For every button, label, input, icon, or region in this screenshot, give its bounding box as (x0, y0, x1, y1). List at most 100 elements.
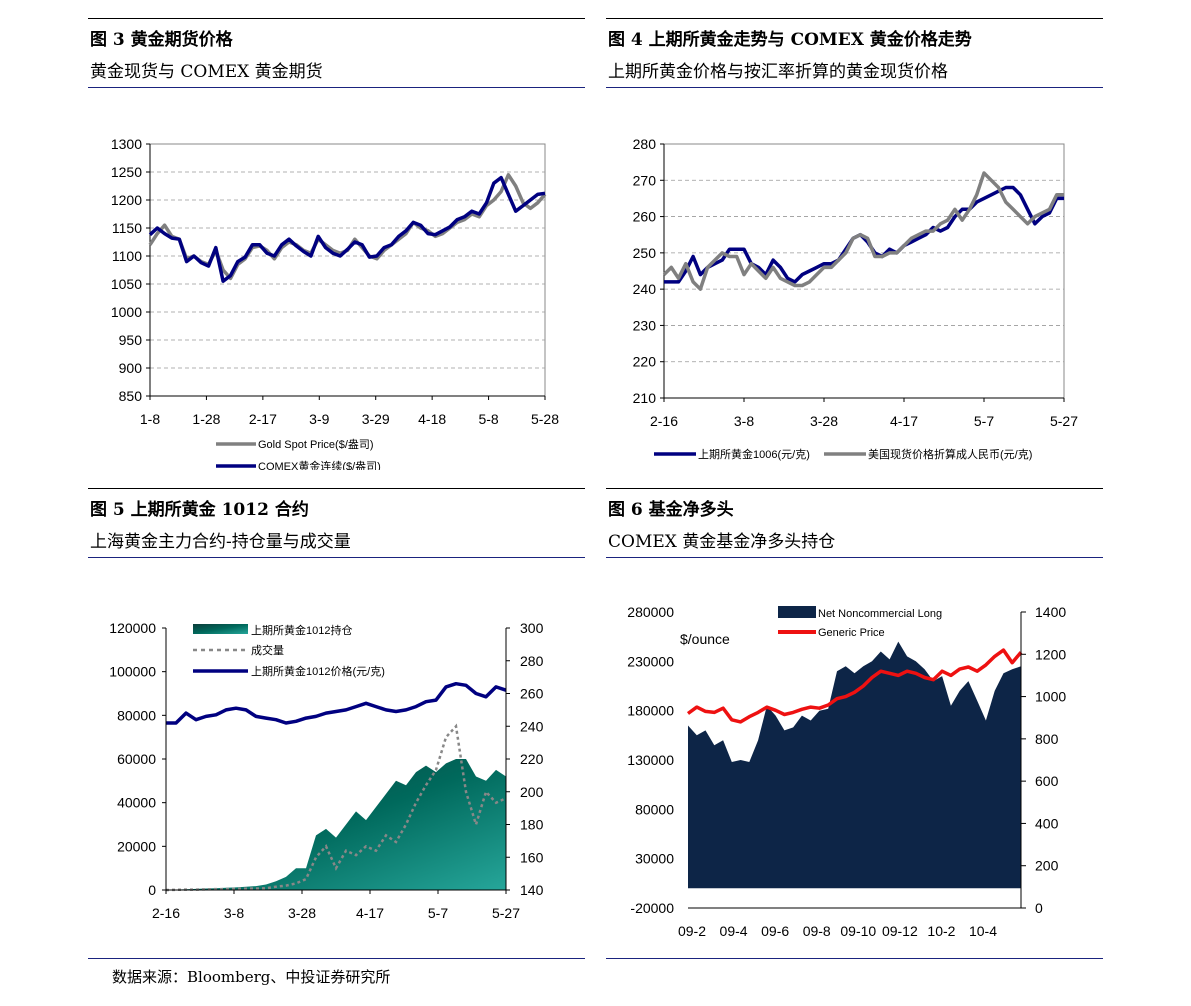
y-tick-label: 1100 (112, 248, 142, 264)
y-tick-label-left: -20000 (630, 900, 674, 916)
footer-divider-right (606, 958, 1103, 959)
x-tick-label: 3-8 (224, 905, 244, 921)
y-tick-label-left: 0 (148, 882, 156, 898)
y-tick-label: 250 (633, 245, 657, 261)
x-tick-label: 09-10 (840, 923, 876, 939)
figure-header: 图 5 上期所黄金 1012 合约 上海黄金主力合约-持仓量与成交量 (88, 488, 585, 558)
y-tick-label: 1150 (112, 220, 142, 236)
x-tick-label: 5-27 (1050, 413, 1078, 429)
price-line (166, 681, 507, 725)
y-tick-label: 220 (633, 354, 657, 370)
x-tick-label: 2-16 (152, 905, 180, 921)
y-tick-label: 270 (633, 172, 657, 188)
y-tick-label-right: 600 (1035, 773, 1059, 789)
x-tick-label: 09-2 (678, 923, 706, 939)
figure-5: 图 5 上期所黄金 1012 合约 上海黄金主力合约-持仓量与成交量 12000… (88, 488, 585, 954)
y-tick-label: 1050 (111, 276, 142, 292)
y-tick-label-right: 300 (520, 620, 544, 636)
figure-subtitle: COMEX 黄金基金净多头持仓 (608, 532, 836, 552)
x-tick-label: 10-2 (927, 923, 955, 939)
legend-swatch (778, 606, 816, 618)
x-tick-label: 09-6 (761, 923, 789, 939)
y-tick-label-left: 40000 (117, 795, 156, 811)
net-long-area (688, 641, 1021, 889)
figure-title: 图 5 上期所黄金 1012 合约 (90, 500, 309, 520)
chart-shfe-1012: 120000 100000 80000 60000 40000 20000 0 300 280 2… (109, 620, 544, 921)
x-tick-label: 4-17 (356, 905, 384, 921)
legend-label: 上期所黄金1012价格(元/克) (251, 664, 385, 678)
figure-header: 图 4 上期所黄金走势与 COMEX 黄金价格走势 上期所黄金价格与按汇率折算的… (606, 18, 1103, 88)
x-tick-label: 10-4 (969, 923, 997, 939)
legend-label: COMEX黄金连续($/盎司) (258, 459, 381, 470)
x-tick-label: 3-29 (362, 411, 390, 427)
open-interest-area (166, 759, 506, 890)
x-tick-label: 5-8 (478, 411, 498, 427)
y-tick-label-right: 220 (520, 751, 544, 767)
y-tick-label-right: 1200 (1035, 646, 1066, 662)
y-tick-label: 1000 (111, 304, 142, 320)
y-tick-label-left: 100000 (109, 664, 156, 680)
x-tick-label: 09-12 (882, 923, 918, 939)
y-tick-label-right: 180 (520, 817, 544, 833)
y-tick-label: 260 (633, 209, 657, 225)
y-tick-label-left: 180000 (627, 703, 674, 719)
chart-fund-net-long: 280000 230000 180000 130000 80000 30000 -20000… (627, 604, 1066, 939)
footer-divider-left (88, 958, 585, 959)
y-tick-label-left: 130000 (627, 752, 674, 768)
legend-label: Generic Price (818, 627, 885, 639)
y-tick-label-right: 1400 (1035, 604, 1066, 620)
y-tick-label-left: 30000 (635, 851, 674, 867)
y-tick-label-right: 200 (520, 784, 544, 800)
y-tick-label: 1300 (111, 136, 142, 152)
y-tick-label: 900 (119, 360, 143, 376)
x-tick-label: 1-8 (140, 411, 160, 427)
generic-price-line (686, 648, 1023, 724)
plot-area (149, 143, 546, 397)
y-tick-label: 1200 (111, 192, 142, 208)
x-tick-label: 5-7 (974, 413, 994, 429)
x-tick-label: 5-28 (531, 411, 559, 427)
x-tick-label: 3-28 (810, 413, 838, 429)
y-tick-label-left: 80000 (635, 801, 674, 817)
axis-unit-annotation: $/ounce (680, 631, 730, 647)
x-tick-label: 2-16 (650, 413, 678, 429)
y-tick-label-right: 280 (520, 653, 544, 669)
legend-swatch (193, 624, 248, 634)
y-tick-label-right: 200 (1035, 858, 1059, 874)
figure-title: 图 4 上期所黄金走势与 COMEX 黄金价格走势 (608, 30, 972, 50)
x-tick-label: 3-9 (309, 411, 329, 427)
y-tick-label-right: 140 (520, 882, 544, 898)
y-tick-label: 1250 (111, 164, 142, 180)
figure-subtitle: 上海黄金主力合约-持仓量与成交量 (90, 532, 351, 552)
figure-title: 图 3 黄金期货价格 (90, 30, 233, 50)
volume-line (165, 723, 507, 892)
chart-shfe-vs-comex: 280 270 260 250 240 230 220 210 2-16 3-8 3-28 4-17 5… (633, 136, 1079, 461)
y-tick-label-left: 230000 (627, 653, 674, 669)
legend-label: 美国现货价格折算成人民币(元/克) (868, 447, 1032, 461)
y-tick-label-right: 240 (520, 718, 544, 734)
x-tick-label: 2-17 (249, 411, 277, 427)
figure-subtitle: 上期所黄金价格与按汇率折算的黄金现货价格 (608, 62, 948, 82)
y-tick-label-left: 80000 (117, 707, 156, 723)
x-tick-label: 09-4 (720, 923, 748, 939)
figure-3: 图 3 黄金期货价格 黄金现货与 COMEX 黄金期货 1300 1250 1200… (88, 18, 585, 470)
x-tick-label: 09-8 (803, 923, 831, 939)
legend-label: Gold Spot Price($/盎司) (258, 437, 374, 451)
y-tick-label-right: 400 (1035, 815, 1059, 831)
x-tick-label: 4-17 (890, 413, 918, 429)
y-tick-label-left: 60000 (117, 751, 156, 767)
figure-header: 图 6 基金净多头 COMEX 黄金基金净多头持仓 (606, 488, 1103, 558)
x-tick-label: 5-27 (492, 905, 520, 921)
plot-area (663, 143, 1065, 399)
x-tick-label: 5-7 (428, 905, 448, 921)
y-tick-label: 950 (119, 332, 143, 348)
legend-label: 上期所黄金1012持仓 (251, 623, 352, 637)
legend-label: Net Noncommercial Long (818, 608, 942, 620)
x-tick-label: 4-18 (418, 411, 446, 427)
legend-label: 成交量 (251, 643, 284, 657)
data-source-note: 数据来源：Bloomberg、中投证券研究所 (112, 968, 391, 986)
y-tick-label-left: 280000 (627, 604, 674, 620)
y-tick-label: 280 (633, 136, 657, 152)
y-tick-label-right: 1000 (1035, 689, 1066, 705)
y-tick-label: 230 (633, 317, 657, 333)
